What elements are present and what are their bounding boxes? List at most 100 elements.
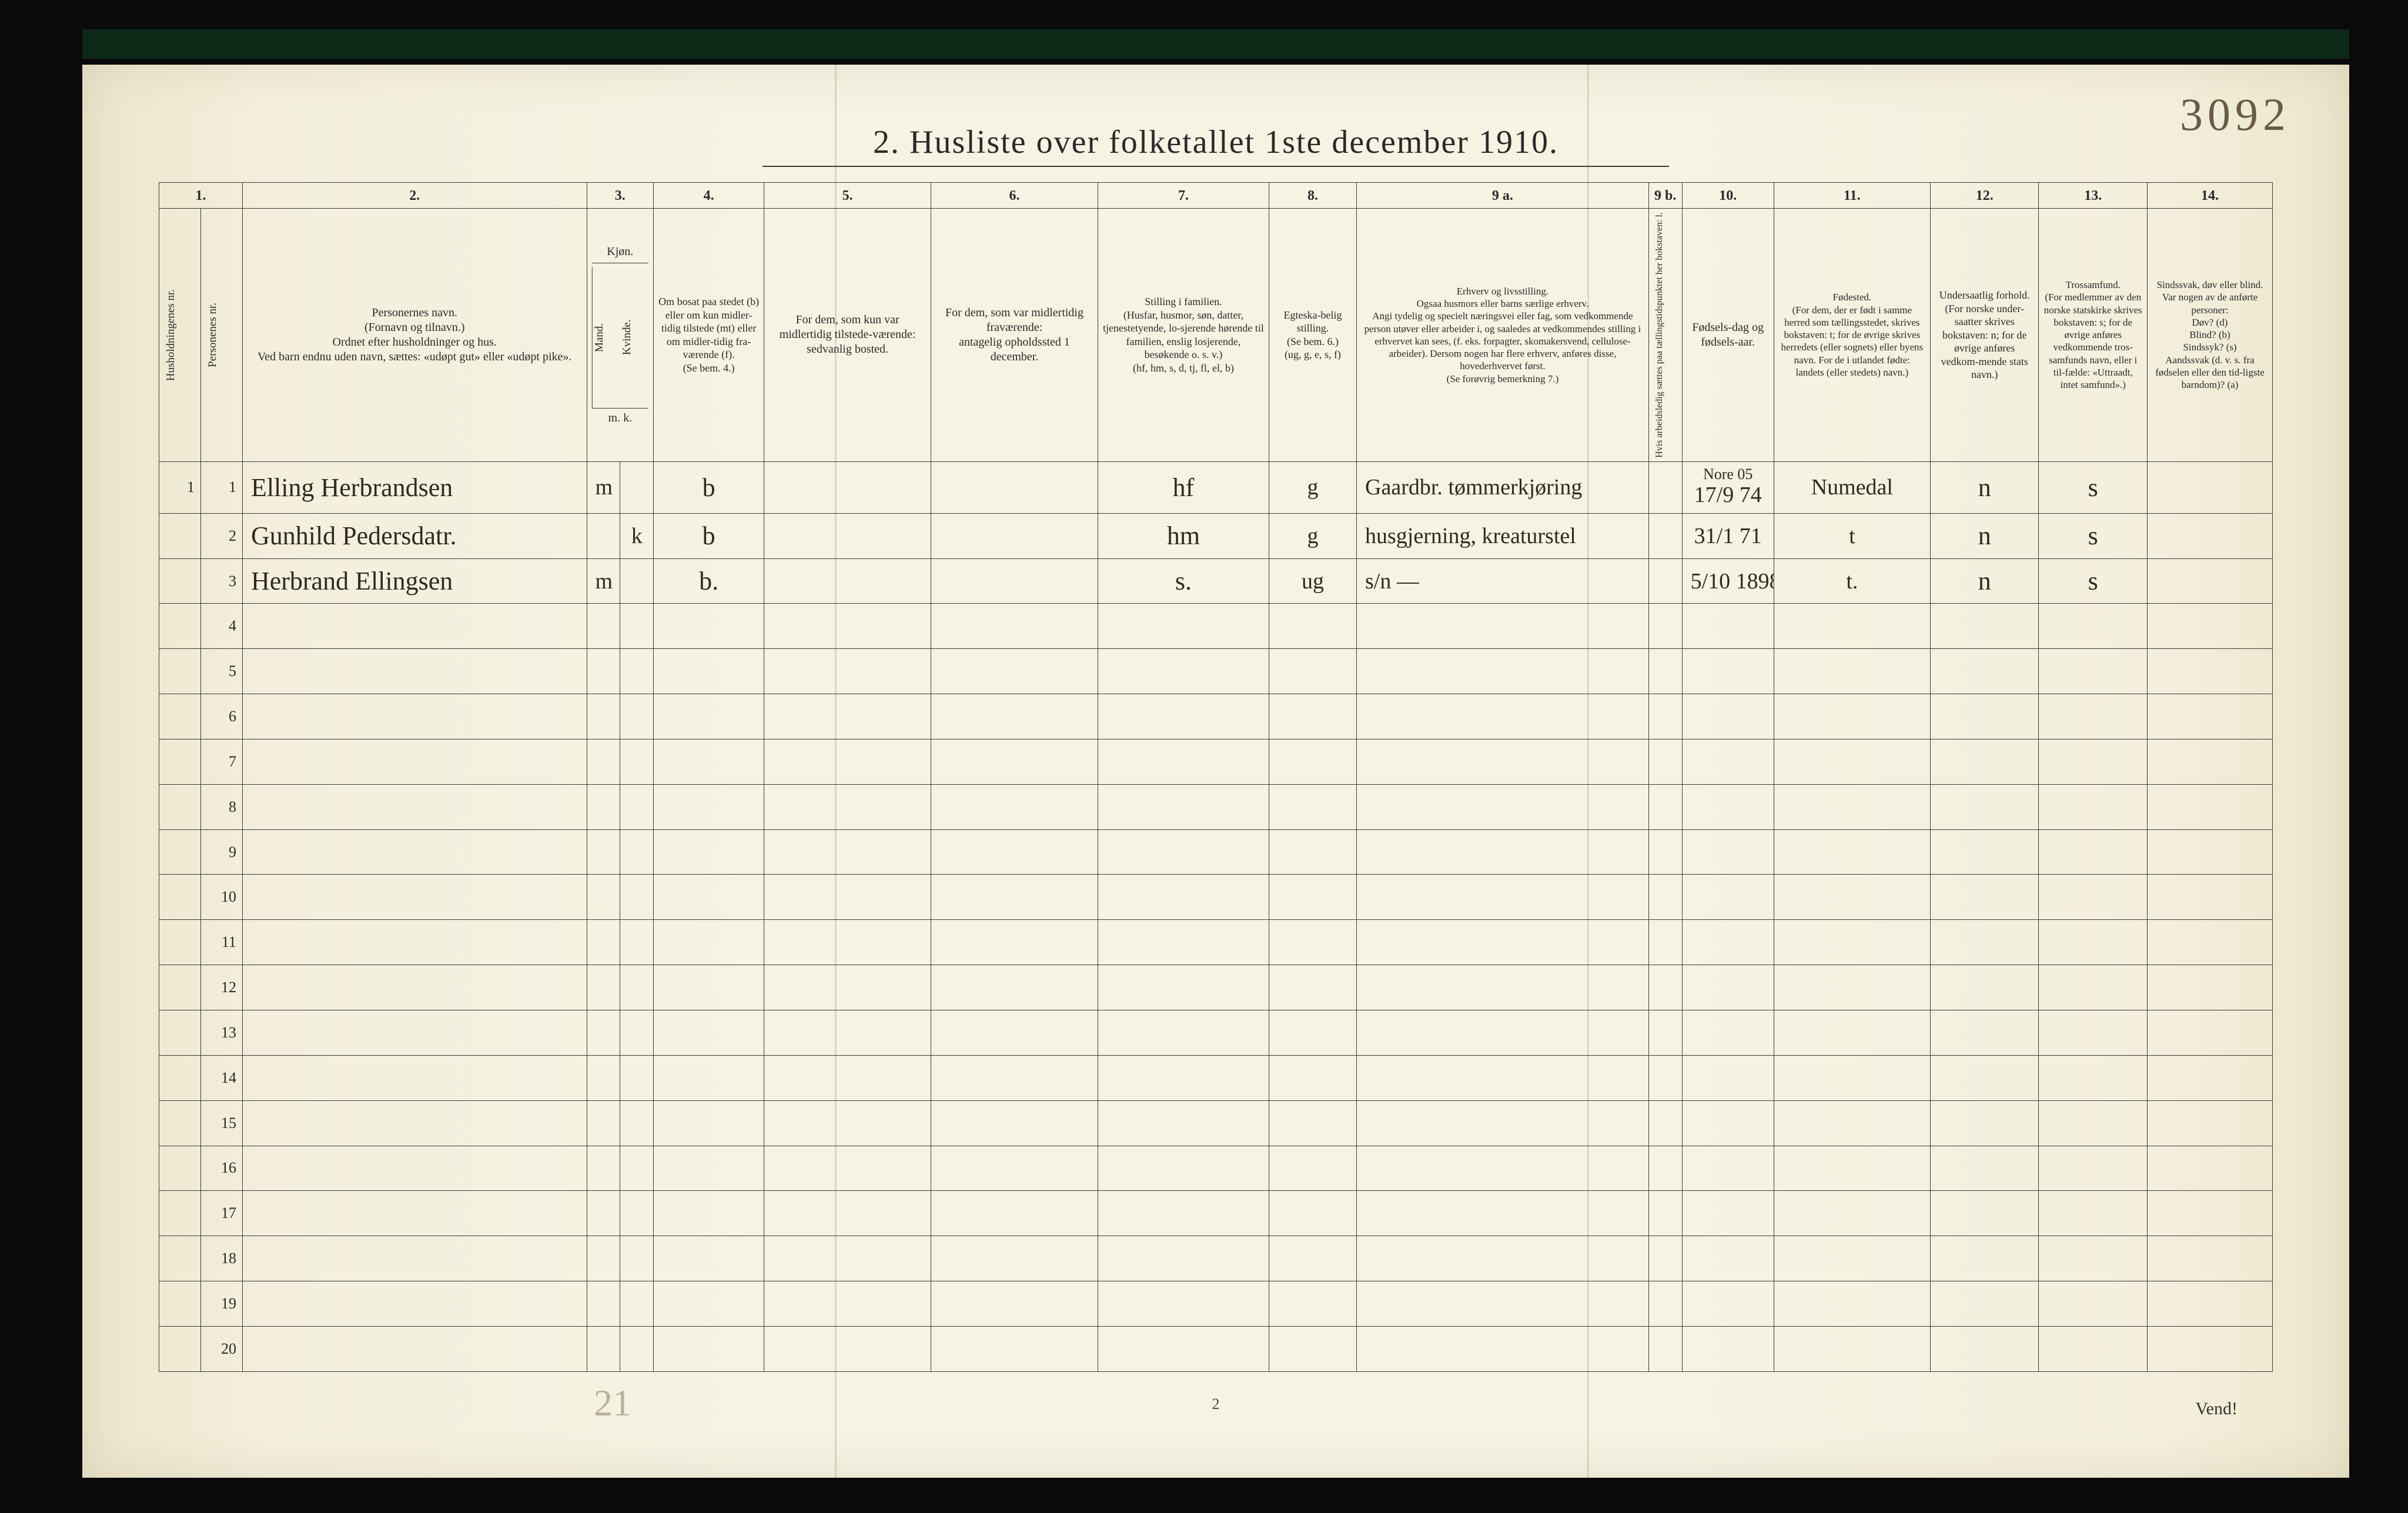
cell-birthplace [1774,739,1930,784]
cell-6 [931,1100,1098,1146]
cell-sex-k [620,920,654,965]
cell-marital: g [1269,461,1356,513]
cell-marital [1269,1100,1356,1146]
cell-14 [2147,604,2272,649]
hdr-8: Egteska-belig stilling. (Se bem. 6.) (ug… [1269,209,1356,462]
cell-14 [2147,461,2272,513]
cell-occupation: Gaardbr. tømmerkjøring [1357,461,1649,513]
cell-9b [1648,1100,1682,1146]
cell-birthdate [1682,739,1774,784]
cell-nationality [1930,1055,2039,1100]
cell-person-nr: 5 [200,649,242,694]
cell-birthplace: t [1774,513,1930,558]
cell-9b [1648,649,1682,694]
cell-birthplace [1774,1146,1930,1191]
cell-marital [1269,1055,1356,1100]
cell-9b [1648,1236,1682,1281]
column-header-row: Husholdningenes nr. Personenes nr. Perso… [159,209,2273,462]
cell-5 [764,694,931,739]
cell-sex-m [587,739,620,784]
cell-name [242,920,587,965]
cell-family-pos [1098,1010,1269,1056]
cell-5 [764,1146,931,1191]
cell-family-pos [1098,1326,1269,1371]
table-row: 16 [159,1146,2273,1191]
cell-5 [764,649,931,694]
cell-bosat [654,1281,764,1327]
cell-14 [2147,1191,2272,1236]
cell-6 [931,558,1098,604]
cell-6 [931,461,1098,513]
cell-occupation [1357,1100,1649,1146]
cell-religion [2039,1100,2148,1146]
cell-household-nr [159,920,201,965]
cell-5 [764,1010,931,1056]
cell-birthplace [1774,965,1930,1010]
footer-page-number: 2 [82,1395,2349,1413]
cell-religion [2039,875,2148,920]
colnum-7: 7. [1098,183,1269,209]
cell-marital [1269,1010,1356,1056]
cell-household-nr [159,829,201,875]
cell-nationality [1930,604,2039,649]
cell-sex-m [587,784,620,829]
cell-religion [2039,965,2148,1010]
cell-5 [764,875,931,920]
hdr-4: Om bosat paa stedet (b) eller om kun mid… [654,209,764,462]
cell-14 [2147,513,2272,558]
cell-5 [764,784,931,829]
cell-birthdate [1682,1236,1774,1281]
cell-5 [764,1236,931,1281]
cell-name [242,604,587,649]
cell-sex-m: m [587,461,620,513]
cell-marital [1269,1281,1356,1327]
cell-marital [1269,965,1356,1010]
cell-sex-m [587,875,620,920]
cell-person-nr: 10 [200,875,242,920]
cell-sex-m [587,604,620,649]
cell-marital [1269,875,1356,920]
scan-top-strip [82,29,2349,59]
cell-person-nr: 7 [200,739,242,784]
cell-household-nr [159,558,201,604]
cell-9b [1648,694,1682,739]
cell-person-nr: 3 [200,558,242,604]
cell-9b [1648,461,1682,513]
cell-name: Herbrand Ellingsen [242,558,587,604]
cell-nationality [1930,1191,2039,1236]
cell-6 [931,694,1098,739]
cell-religion [2039,784,2148,829]
table-row: 20 [159,1326,2273,1371]
cell-family-pos [1098,875,1269,920]
cell-sex-k [620,739,654,784]
cell-14 [2147,649,2272,694]
cell-9b [1648,1281,1682,1327]
cell-religion [2039,649,2148,694]
cell-bosat [654,784,764,829]
cell-nationality [1930,1236,2039,1281]
cell-14 [2147,1055,2272,1100]
cell-family-pos [1098,1055,1269,1100]
cell-person-nr: 18 [200,1236,242,1281]
hdr-1b-text: Personenes nr. [206,303,220,367]
cell-name: Gunhild Pedersdatr. [242,513,587,558]
table-row: 17 [159,1191,2273,1236]
cell-birthplace [1774,694,1930,739]
colnum-1: 1. [159,183,243,209]
cell-bosat [654,604,764,649]
cell-sex-m [587,513,620,558]
cell-household-nr [159,1100,201,1146]
colnum-6: 6. [931,183,1098,209]
cell-birthdate [1682,829,1774,875]
cell-9b [1648,604,1682,649]
cell-religion [2039,739,2148,784]
cell-sex-k [620,1326,654,1371]
footer-vend: Vend! [2195,1399,2238,1419]
cell-6 [931,513,1098,558]
cell-birthplace [1774,1055,1930,1100]
cell-14 [2147,739,2272,784]
cell-family-pos [1098,784,1269,829]
colnum-3: 3. [587,183,654,209]
hdr-3-mand: Mand. [592,267,621,408]
colnum-10: 10. [1682,183,1774,209]
